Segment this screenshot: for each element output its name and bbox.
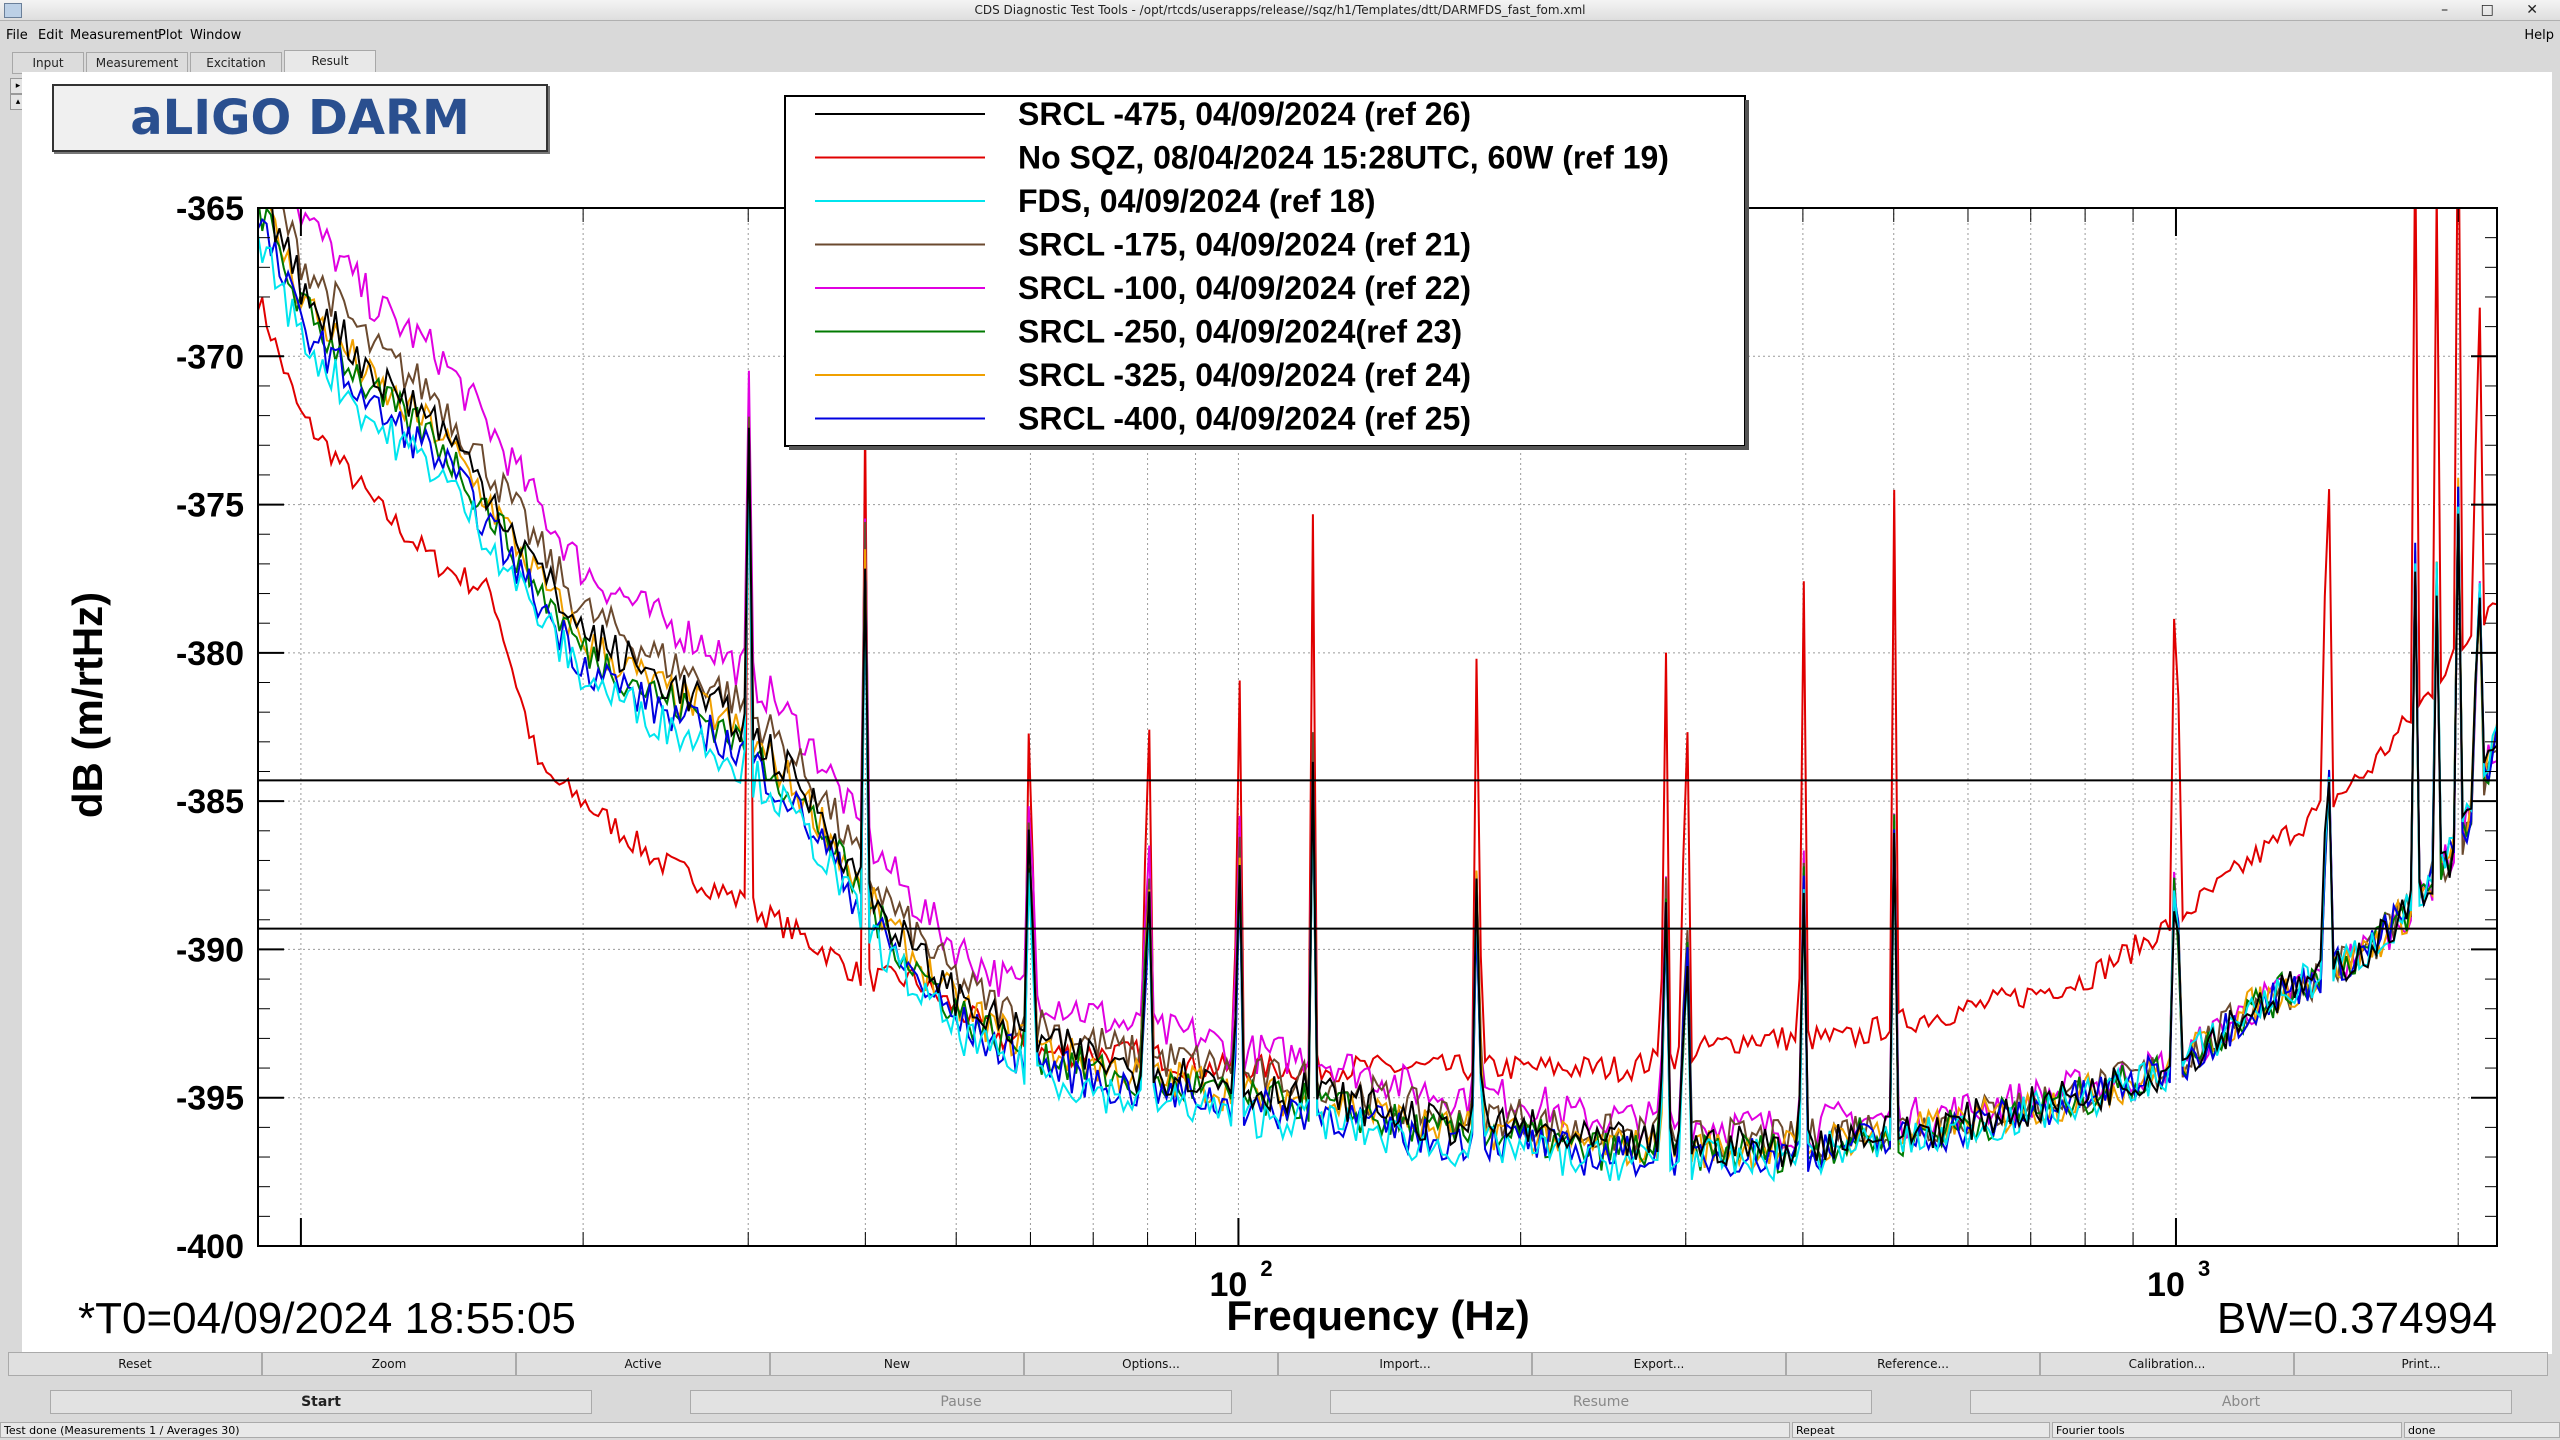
legend-shadow-bottom xyxy=(789,446,1749,450)
plot-horizontal-lines xyxy=(258,779,2497,930)
calibration-button[interactable]: Calibration... xyxy=(2040,1352,2294,1376)
export-button[interactable]: Export... xyxy=(1532,1352,1786,1376)
y-tick-label: -395 xyxy=(176,1080,244,1118)
measurement-controls: Start Pause Resume Abort xyxy=(0,1390,2560,1416)
y-tick-label: -370 xyxy=(176,338,244,376)
y-tick-label: -390 xyxy=(176,931,244,969)
y-tick-label: -365 xyxy=(176,190,244,228)
import-button[interactable]: Import... xyxy=(1278,1352,1532,1376)
tab-result[interactable]: Result xyxy=(284,50,376,74)
legend-label: SRCL -400, 04/09/2024 (ref 25) xyxy=(1018,401,1471,437)
menu-plot[interactable]: Plot xyxy=(158,28,183,43)
pause-button[interactable]: Pause xyxy=(690,1390,1232,1414)
legend-label: FDS, 04/09/2024 (ref 18) xyxy=(1018,183,1376,219)
legend-label: SRCL -100, 04/09/2024 (ref 22) xyxy=(1018,270,1471,306)
resume-button[interactable]: Resume xyxy=(1330,1390,1872,1414)
x-tick-label: 10 xyxy=(2147,1266,2185,1304)
trace-6 xyxy=(258,208,2497,1173)
window-title: CDS Diagnostic Test Tools - /opt/rtcds/u… xyxy=(974,3,1586,17)
x-axis-label: Frequency (Hz) xyxy=(1226,1292,1529,1339)
zoom-button[interactable]: Zoom xyxy=(262,1352,516,1376)
legend-shadow xyxy=(1745,100,1749,450)
abort-button[interactable]: Abort xyxy=(1970,1390,2512,1414)
reset-button[interactable]: Reset xyxy=(8,1352,262,1376)
trace-5 xyxy=(258,208,2497,1174)
legend-label: SRCL -325, 04/09/2024 (ref 24) xyxy=(1018,357,1471,393)
legend-label: SRCL -175, 04/09/2024 (ref 21) xyxy=(1018,227,1471,263)
bandwidth-label: BW=0.374994 xyxy=(2217,1294,2497,1343)
legend-label: No SQZ, 08/04/2024 15:28UTC, 60W (ref 19… xyxy=(1018,140,1669,176)
plot-traces xyxy=(258,208,2497,1183)
status-tools: Fourier tools xyxy=(2052,1422,2402,1438)
x-tick-exponent: 2 xyxy=(1260,1256,1272,1281)
x-tick-exponent: 3 xyxy=(2198,1256,2210,1281)
window-titlebar: CDS Diagnostic Test Tools - /opt/rtcds/u… xyxy=(0,0,2560,21)
trace-1 xyxy=(258,208,2497,1084)
tab-input[interactable]: Input xyxy=(12,52,84,74)
options-button[interactable]: Options... xyxy=(1024,1352,1278,1376)
reference-button[interactable]: Reference... xyxy=(1786,1352,2040,1376)
menu-window[interactable]: Window xyxy=(190,28,242,43)
y-tick-label: -385 xyxy=(176,783,244,821)
status-repeat: Repeat xyxy=(1792,1422,2050,1438)
y-axis-ticks: -365 -370 -375 -380 -385 -390 -395 -400 xyxy=(176,190,2497,1266)
active-button[interactable]: Active xyxy=(516,1352,770,1376)
legend-label: SRCL -475, 04/09/2024 (ref 26) xyxy=(1018,96,1471,132)
print-button[interactable]: Print... xyxy=(2294,1352,2548,1376)
window-controls[interactable]: – □ ✕ xyxy=(2441,2,2552,18)
app-icon xyxy=(4,3,22,18)
menu-measurement[interactable]: Measurement xyxy=(70,28,160,43)
menu-bar: File Edit Measurement Plot Window Help xyxy=(0,25,2560,45)
plot-button-row: Reset Zoom Active New Options... Import.… xyxy=(8,1352,2552,1376)
status-message: Test done (Measurements 1 / Averages 30) xyxy=(0,1422,1790,1438)
menu-file[interactable]: File xyxy=(6,28,28,43)
menu-edit[interactable]: Edit xyxy=(38,28,64,43)
trace-2 xyxy=(258,234,2497,1183)
plot-title: aLIGO DARM xyxy=(52,84,548,152)
y-axis-label: dB (m/rtHz) xyxy=(64,592,111,818)
y-tick-label: -380 xyxy=(176,635,244,673)
status-done: done xyxy=(2404,1422,2560,1438)
x-tick-label: 10 xyxy=(1210,1266,1248,1304)
t0-label: *T0=04/09/2024 18:55:05 xyxy=(78,1294,576,1343)
trace-0 xyxy=(271,208,2497,1168)
y-tick-label: -400 xyxy=(176,1228,244,1266)
menu-help[interactable]: Help xyxy=(2524,28,2554,43)
status-bar: Test done (Measurements 1 / Averages 30)… xyxy=(0,1420,2560,1440)
new-button[interactable]: New xyxy=(770,1352,1024,1376)
legend[interactable]: SRCL -475, 04/09/2024 (ref 26) No SQZ, 08… xyxy=(784,95,1749,450)
start-button[interactable]: Start xyxy=(50,1390,592,1414)
legend-label: SRCL -250, 04/09/2024(ref 23) xyxy=(1018,314,1462,350)
y-tick-label: -375 xyxy=(176,487,244,525)
x-axis-ticks: 10 2 10 3 xyxy=(257,208,2459,1304)
tab-measurement[interactable]: Measurement xyxy=(86,52,188,74)
